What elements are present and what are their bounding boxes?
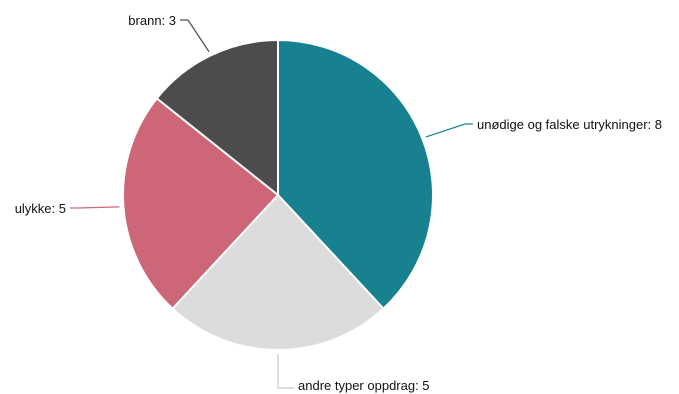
slice-label-brann: brann: 3 bbox=[128, 13, 176, 28]
pie-slice-brann bbox=[155, 39, 279, 196]
leader-line-brann bbox=[187, 19, 210, 53]
pie-slice-andre-typer-oppdrag bbox=[171, 194, 385, 351]
slice-labels: unødige og falske utrykninger: 8 andre ty… bbox=[15, 13, 662, 393]
leader-line-ulykke bbox=[77, 206, 120, 209]
pie-slices bbox=[122, 39, 434, 351]
slice-label-unodige-og-falske-utrykninger: unødige og falske utrykninger: 8 bbox=[477, 117, 662, 132]
leader-lines bbox=[70, 19, 473, 389]
slice-label-ulykke: ulykke: 5 bbox=[15, 201, 66, 216]
pie-slice-unodige-og-falske-utrykninger bbox=[277, 39, 434, 310]
leader-line-unodige-og-falske-utrykninger bbox=[425, 123, 466, 138]
pie-slice-ulykke bbox=[122, 97, 279, 310]
slice-label-andre-typer-oppdrag: andre typer oppdrag: 5 bbox=[298, 378, 430, 393]
